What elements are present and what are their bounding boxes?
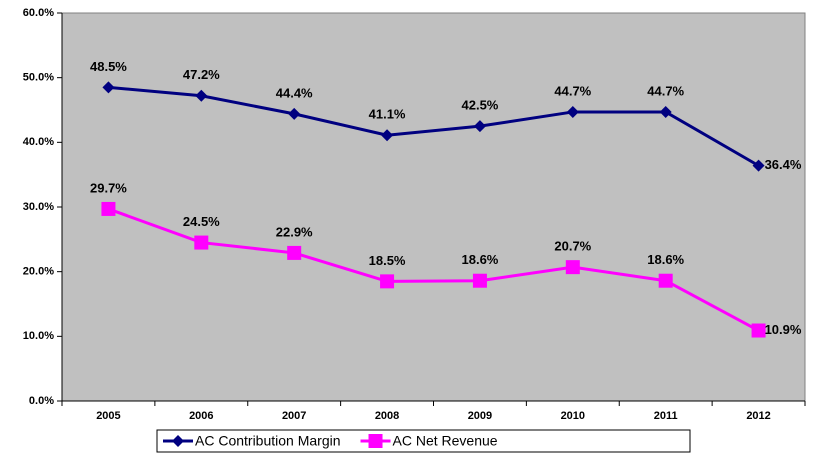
data-point: [102, 81, 115, 94]
legend-marker: [172, 435, 184, 447]
data-point: [381, 129, 394, 142]
data-point: [194, 235, 209, 250]
data-point: [287, 245, 302, 260]
data-point: [288, 107, 301, 120]
legend-marker: [368, 434, 383, 448]
y-tick-label: 50.0%: [23, 72, 54, 84]
y-tick-label: 10.0%: [23, 330, 54, 342]
data-label: 44.4%: [276, 85, 313, 100]
data-point: [101, 201, 116, 216]
data-label: 18.6%: [462, 252, 499, 267]
y-tick-label: 0.0%: [29, 395, 54, 407]
data-point: [473, 120, 486, 133]
data-label: 29.7%: [90, 180, 127, 195]
data-label: 10.9%: [765, 322, 802, 337]
x-tick-label: 2006: [189, 410, 213, 422]
data-label: 42.5%: [462, 98, 499, 113]
data-point: [659, 105, 672, 118]
data-point: [380, 274, 395, 289]
y-tick-label: 20.0%: [23, 266, 54, 278]
data-label: 48.5%: [90, 59, 127, 74]
series-line: [107, 207, 760, 332]
data-point: [566, 105, 579, 118]
legend-label: AC Contribution Margin: [195, 433, 341, 449]
x-tick-label: 2008: [375, 410, 399, 422]
data-point: [195, 89, 208, 102]
data-point: [658, 273, 673, 288]
legend-box: [156, 429, 691, 453]
x-tick-label: 2005: [96, 410, 120, 422]
y-tick-label: 30.0%: [23, 201, 54, 213]
plot-area: [61, 12, 806, 402]
x-tick-label: 2009: [468, 410, 492, 422]
data-label: 47.2%: [183, 67, 220, 82]
data-point: [751, 323, 766, 338]
data-point: [565, 260, 580, 275]
data-label: 41.1%: [369, 107, 406, 122]
data-label: 24.5%: [183, 214, 220, 229]
x-tick-label: 2007: [282, 410, 306, 422]
x-tick-label: 2010: [561, 410, 585, 422]
data-label: 18.6%: [647, 252, 684, 267]
data-point: [752, 159, 765, 172]
data-label: 44.7%: [647, 83, 684, 98]
x-tick-label: 2011: [654, 410, 678, 422]
data-label: 20.7%: [554, 239, 591, 254]
y-tick-label: 60.0%: [23, 7, 54, 19]
data-label: 18.5%: [369, 253, 406, 268]
data-point: [472, 273, 487, 288]
data-label: 22.9%: [276, 224, 313, 239]
legend-label: AC Net Revenue: [393, 433, 498, 449]
series-line: [108, 85, 760, 167]
data-label: 44.7%: [554, 83, 591, 98]
x-tick-label: 2012: [746, 410, 770, 422]
data-label: 36.4%: [765, 157, 802, 172]
y-tick-label: 40.0%: [23, 136, 54, 148]
